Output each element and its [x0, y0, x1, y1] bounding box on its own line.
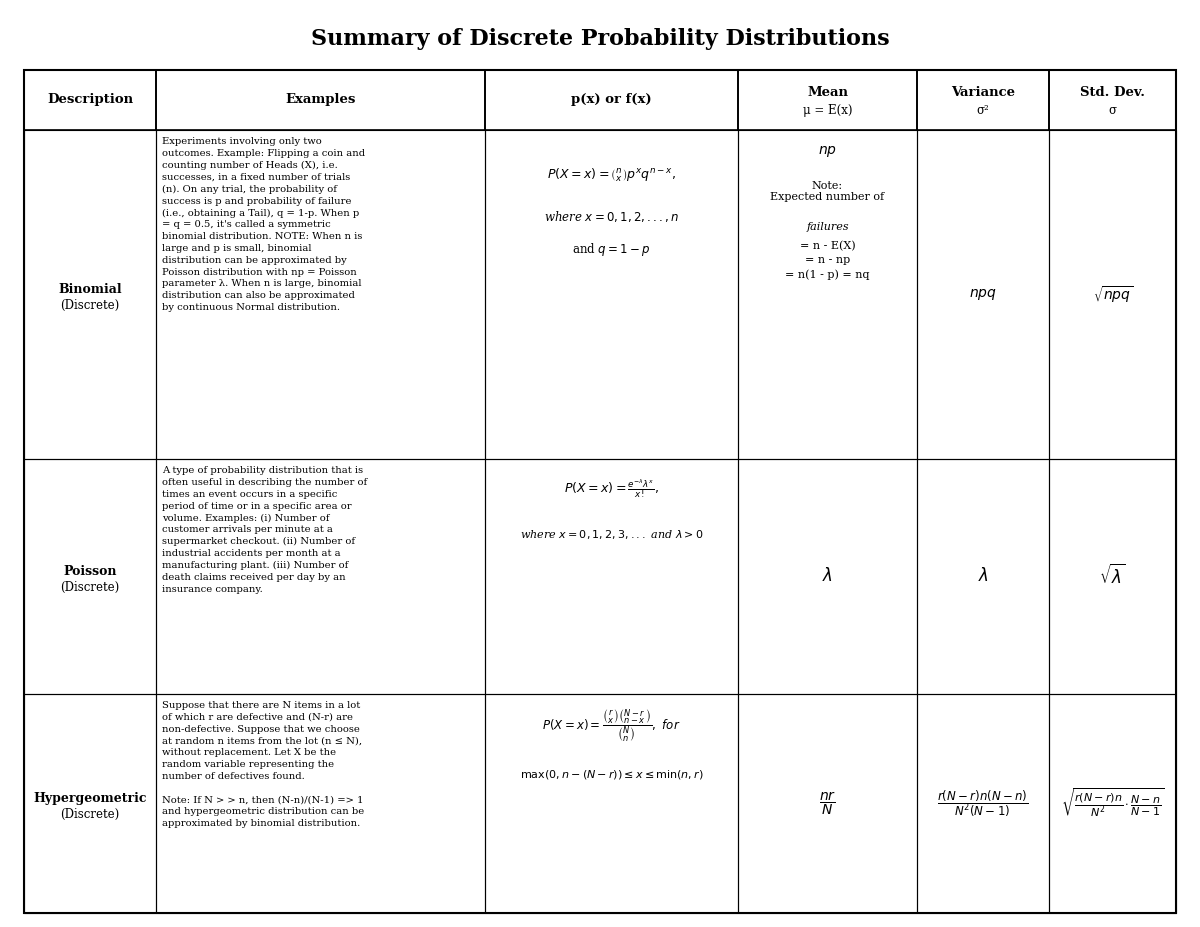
Text: $P(X=x) = \dfrac{\binom{r}{x}\binom{N-r}{n-x}}{\binom{N}{n}},\ for$: $P(X=x) = \dfrac{\binom{r}{x}\binom{N-r}…: [542, 707, 680, 745]
Bar: [917, 70, 1049, 130]
Text: (Discrete): (Discrete): [61, 808, 120, 821]
Text: Poisson: Poisson: [64, 565, 116, 578]
Bar: [917, 130, 1049, 459]
Text: where $x = 0,1,2,...,n$: where $x = 0,1,2,...,n$: [544, 209, 679, 223]
Bar: [738, 70, 917, 130]
Text: Variance: Variance: [952, 85, 1015, 99]
Text: p(x) or f(x): p(x) or f(x): [571, 93, 652, 107]
Bar: [24, 70, 156, 130]
Bar: [485, 459, 738, 693]
Bar: [917, 459, 1049, 693]
Bar: [1049, 70, 1176, 130]
Text: Examples: Examples: [286, 93, 356, 107]
Text: $\dfrac{nr}{N}$: $\dfrac{nr}{N}$: [818, 790, 836, 817]
Text: failures: failures: [806, 222, 848, 233]
Bar: [156, 130, 485, 459]
Text: $\sqrt{\lambda}$: $\sqrt{\lambda}$: [1099, 565, 1126, 589]
Bar: [485, 130, 738, 459]
Text: μ = E(x): μ = E(x): [803, 104, 852, 118]
Text: $P(X=x) = \frac{e^{-\lambda}\lambda^x}{x!},$: $P(X=x) = \frac{e^{-\lambda}\lambda^x}{x…: [564, 477, 659, 500]
Bar: [485, 70, 738, 130]
Text: Experiments involving only two
outcomes. Example: Flipping a coin and
counting n: Experiments involving only two outcomes.…: [162, 137, 366, 311]
Bar: [1049, 130, 1176, 459]
Bar: [24, 459, 156, 693]
Text: (Discrete): (Discrete): [61, 581, 120, 594]
Bar: [1049, 459, 1176, 693]
Text: σ²: σ²: [977, 104, 990, 118]
Text: = n - E(X)
= n - np
= n(1 - p) = nq: = n - E(X) = n - np = n(1 - p) = nq: [785, 241, 870, 280]
Bar: [24, 130, 156, 459]
Text: $npq$: $npq$: [970, 286, 997, 302]
Text: $P(X=x) = \binom{n}{x} p^x q^{n-x},$: $P(X=x) = \binom{n}{x} p^x q^{n-x},$: [547, 167, 676, 184]
Text: Mean: Mean: [808, 85, 848, 99]
Text: and $q = 1 - p$: and $q = 1 - p$: [572, 241, 650, 258]
Text: $np$: $np$: [818, 144, 838, 159]
Bar: [24, 693, 156, 913]
Text: $\sqrt{npq}$: $\sqrt{npq}$: [1092, 284, 1133, 305]
Text: $\sqrt{\dfrac{r(N-r)n}{N^2}\cdot\dfrac{N-n}{N-1}}$: $\sqrt{\dfrac{r(N-r)n}{N^2}\cdot\dfrac{N…: [1061, 787, 1164, 820]
Text: Binomial: Binomial: [59, 283, 122, 296]
Text: $\lambda$: $\lambda$: [822, 567, 833, 585]
Bar: [1049, 693, 1176, 913]
Bar: [738, 459, 917, 693]
Text: $\max(0, n-(N-r)) \leq x \leq \min(n,r)$: $\max(0, n-(N-r)) \leq x \leq \min(n,r)$: [520, 768, 703, 781]
Bar: [738, 693, 917, 913]
Bar: [156, 70, 485, 130]
Bar: [738, 130, 917, 459]
Text: Hypergeometric: Hypergeometric: [34, 793, 146, 806]
Text: $\dfrac{r(N-r)n(N-n)}{N^2(N-1)}$: $\dfrac{r(N-r)n(N-n)}{N^2(N-1)}$: [937, 788, 1028, 819]
Text: Suppose that there are N items in a lot
of which r are defective and (N-r) are
n: Suppose that there are N items in a lot …: [162, 701, 365, 828]
Text: σ: σ: [1109, 104, 1117, 118]
Text: Description: Description: [47, 93, 133, 107]
Text: Std. Dev.: Std. Dev.: [1080, 85, 1145, 99]
Bar: [156, 693, 485, 913]
Text: $\lambda$: $\lambda$: [978, 567, 989, 585]
Bar: [917, 693, 1049, 913]
Text: Summary of Discrete Probability Distributions: Summary of Discrete Probability Distribu…: [311, 28, 889, 50]
Bar: [156, 459, 485, 693]
Text: Note:
Expected number of: Note: Expected number of: [770, 181, 884, 202]
Text: (Discrete): (Discrete): [61, 298, 120, 311]
Text: where $x = 0,1,2,3,...$ and $\lambda > 0$: where $x = 0,1,2,3,...$ and $\lambda > 0…: [520, 528, 703, 541]
Text: A type of probability distribution that is
often useful in describing the number: A type of probability distribution that …: [162, 466, 367, 593]
Bar: [485, 693, 738, 913]
